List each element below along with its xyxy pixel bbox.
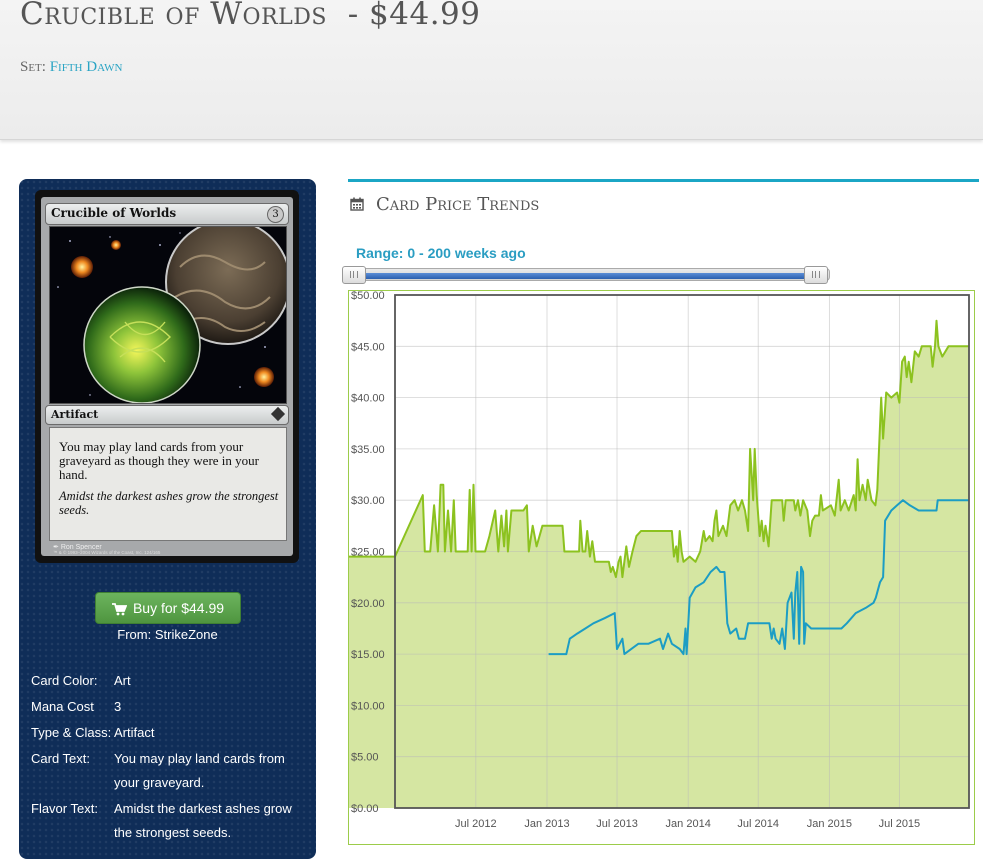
calendar-icon	[350, 197, 364, 211]
y-tick-label: $25.00	[351, 547, 385, 559]
price-chart: $0.00 $5.00 $10.00 $15.00 $20.00 $25.00 $30.00…	[348, 290, 975, 845]
card-image-rules-text: You may play land cards from your gravey…	[59, 439, 259, 482]
x-tick-label: Jul 2012	[455, 818, 497, 830]
card-image-title-bar: Crucible of Worlds 3	[45, 203, 289, 225]
shopping-cart-icon	[111, 602, 127, 616]
detail-value: You may play land cards from your gravey…	[114, 751, 285, 790]
y-tick-label: $15.00	[351, 649, 385, 661]
seller-line: From: StrikeZone	[117, 627, 218, 642]
card-image-mana-cost: 3	[267, 206, 284, 223]
section-title: Card Price Trends	[350, 194, 539, 215]
y-tick-label: $20.00	[351, 598, 385, 610]
detail-label: Flavor Text:	[31, 801, 98, 816]
series-line	[548, 499, 969, 656]
range-label: Range: 0 - 200 weeks ago	[356, 245, 526, 261]
section-title-text: Card Price Trends	[376, 194, 540, 215]
x-tick-label: Jan 2013	[524, 818, 569, 830]
buy-button-label: Buy for $44.99	[132, 600, 225, 616]
price-trends-panel: Card Price Trends Range: 0 - 200 weeks a…	[342, 179, 979, 851]
detail-label: Mana Cost	[31, 699, 94, 714]
detail-value: Art	[114, 673, 131, 688]
x-tick-label: Jul 2015	[879, 818, 921, 830]
set-link[interactable]: Fifth Dawn	[49, 59, 123, 75]
card-image: Crucible of Worlds 3	[35, 190, 299, 563]
series-area-fill	[349, 320, 969, 808]
set-symbol-icon	[270, 406, 286, 422]
x-tick-label: Jan 2015	[807, 818, 852, 830]
set-label: Set:	[20, 59, 46, 75]
detail-value: Amidst the darkest ashes grow the strong…	[114, 801, 292, 840]
card-image-type: Artifact	[51, 408, 99, 421]
range-slider-selection	[358, 273, 818, 279]
y-tick-label: $50.00	[351, 291, 385, 302]
page-header: Crucible of Worlds - $44.99 Set: Fifth D…	[0, 0, 983, 140]
y-tick-label: $35.00	[351, 444, 385, 456]
detail-value: 3	[114, 699, 122, 714]
card-art	[49, 226, 287, 404]
detail-label: Type & Class:	[31, 725, 112, 740]
set-line: Set: Fifth Dawn	[20, 59, 122, 76]
range-slider-handle-end[interactable]	[804, 266, 828, 284]
card-image-artist-name: Ron Spencer	[60, 544, 102, 551]
card-image-flavor-text: Amidst the darkest ashes grow the strong…	[59, 489, 279, 517]
buy-button[interactable]: Buy for $44.99	[95, 592, 241, 624]
x-tick-label: Jan 2014	[666, 818, 711, 830]
y-tick-label: $5.00	[351, 752, 379, 764]
y-tick-label: $45.00	[351, 341, 385, 353]
card-image-text-box: You may play land cards from your gravey…	[49, 427, 287, 541]
y-tick-label: $10.00	[351, 700, 385, 712]
detail-label: Card Text:	[31, 751, 91, 766]
card-name-title: Crucible of Worlds	[20, 0, 327, 32]
card-image-copyright: ™ & © 1993–2004 Wizards of the Coast, In…	[53, 550, 161, 555]
y-tick-label: $40.00	[351, 393, 385, 405]
x-tick-label: Jul 2014	[737, 818, 779, 830]
detail-label: Card Color:	[31, 673, 98, 688]
x-tick-label: Jul 2013	[596, 818, 638, 830]
card-image-name: Crucible of Worlds	[51, 206, 177, 220]
price-chart-svg: $0.00 $5.00 $10.00 $15.00 $20.00 $25.00 $30.00…	[349, 291, 974, 844]
plot-frame	[394, 294, 970, 809]
y-tick-label: $0.00	[351, 803, 379, 815]
range-slider-handle-start[interactable]	[342, 266, 366, 284]
card-image-artist: ✒ Ron Spencer	[53, 544, 102, 551]
price-title: - $44.99	[347, 0, 481, 32]
page-title: Crucible of Worlds - $44.99	[20, 0, 481, 32]
card-sidebar: Crucible of Worlds 3	[19, 179, 316, 859]
series-line	[349, 319, 969, 579]
card-image-type-bar: Artifact	[45, 405, 289, 425]
y-tick-label: $30.00	[351, 495, 385, 507]
detail-value: Artifact	[114, 725, 155, 740]
card-frame: Crucible of Worlds 3	[41, 197, 293, 556]
